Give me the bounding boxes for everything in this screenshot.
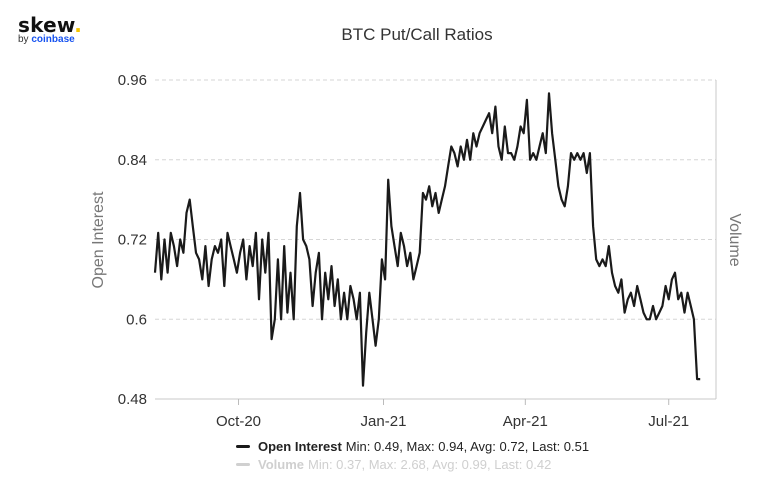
logo-by: by — [18, 34, 29, 45]
logo-dot: . — [74, 13, 83, 37]
logo-coinbase: coinbase — [31, 34, 75, 45]
y-axis-ticks: 0.48 0.6 0.72 0.84 0.96 — [118, 72, 147, 408]
x-axis-ticks: Oct-20 Jan-21 Apr-21 Jul-21 — [216, 399, 689, 430]
legend-swatch-volume — [236, 462, 250, 466]
x-tick-label: Jul-21 — [648, 413, 689, 430]
legend-item-volume[interactable]: Volume Min: 0.37, Max: 2.68, Avg: 0.99, … — [236, 455, 589, 473]
x-tick-label: Apr-21 — [503, 413, 548, 430]
legend: Open Interest Min: 0.49, Max: 0.94, Avg:… — [236, 437, 589, 473]
legend-swatch-open-interest — [236, 444, 250, 448]
y-tick-label: 0.84 — [118, 152, 147, 169]
legend-stats: Min: 0.37, Max: 2.68, Avg: 0.99, Last: 0… — [308, 456, 552, 472]
x-tick-label: Jan-21 — [361, 413, 407, 430]
y-tick-label: 0.72 — [118, 232, 147, 249]
legend-label: Open Interest — [258, 438, 342, 454]
y-axis-title: Open Interest — [90, 191, 107, 289]
series-layer — [153, 92, 701, 387]
legend-label: Volume — [258, 456, 304, 472]
y2-axis-title: Volume — [726, 213, 743, 266]
chart-title: BTC Put/Call Ratios — [341, 25, 492, 44]
skew-logo: skew. by coinbase — [18, 14, 82, 45]
legend-item-open-interest[interactable]: Open Interest Min: 0.49, Max: 0.94, Avg:… — [236, 437, 589, 455]
y-tick-label: 0.6 — [126, 311, 147, 328]
logo-wordmark: skew — [18, 13, 75, 37]
y-tick-label: 0.48 — [118, 391, 147, 408]
legend-stats: Min: 0.49, Max: 0.94, Avg: 0.72, Last: 0… — [345, 438, 590, 454]
y-tick-label: 0.96 — [118, 72, 147, 89]
x-tick-label: Oct-20 — [216, 413, 261, 430]
gridlines — [155, 79, 716, 400]
series-line-open-interest — [153, 92, 701, 387]
